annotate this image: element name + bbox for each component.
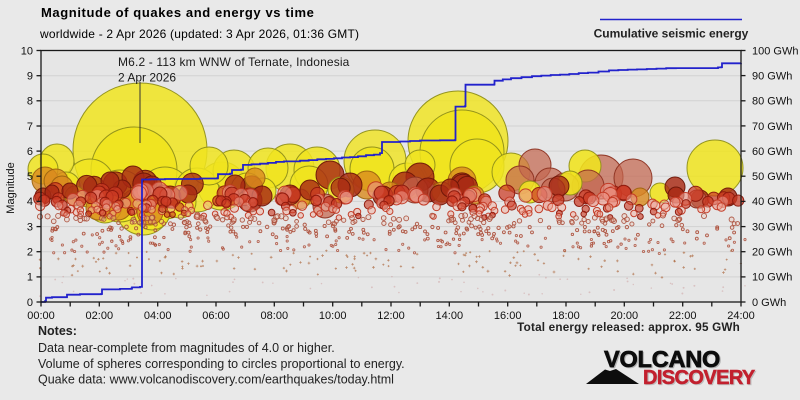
svg-text:Volume of spheres correspondin: Volume of spheres corresponding to circl…: [38, 357, 405, 371]
svg-text:6: 6: [27, 146, 33, 158]
svg-text:10 GWh: 10 GWh: [752, 272, 792, 284]
svg-text:24:00: 24:00: [727, 310, 755, 322]
svg-text:20:00: 20:00: [611, 310, 639, 322]
svg-text:Magnitude of quakes and energy: Magnitude of quakes and energy vs time: [41, 5, 314, 20]
svg-text:DISCOVERY: DISCOVERY: [643, 367, 756, 389]
svg-text:18:00: 18:00: [552, 310, 580, 322]
svg-text:10:00: 10:00: [319, 310, 347, 322]
svg-text:14:00: 14:00: [436, 310, 464, 322]
svg-text:20 GWh: 20 GWh: [752, 247, 792, 259]
svg-text:0 GWh: 0 GWh: [752, 297, 786, 309]
svg-text:9: 9: [27, 71, 33, 83]
svg-text:Magnitude: Magnitude: [5, 162, 17, 213]
svg-text:M6.2 - 113 km WNW of Ternate,: M6.2 - 113 km WNW of Ternate, Indonesia: [118, 55, 350, 69]
svg-text:00:00: 00:00: [27, 310, 55, 322]
svg-text:4: 4: [27, 196, 33, 208]
svg-text:1: 1: [27, 272, 33, 284]
svg-text:30 GWh: 30 GWh: [752, 221, 792, 233]
svg-text:7: 7: [27, 121, 33, 133]
svg-text:50 GWh: 50 GWh: [752, 171, 792, 183]
svg-text:60 GWh: 60 GWh: [752, 146, 792, 158]
svg-text:22:00: 22:00: [669, 310, 697, 322]
svg-text:16:00: 16:00: [494, 310, 522, 322]
svg-text:Data near-complete from magnit: Data near-complete from magnitudes of 4.…: [38, 341, 335, 355]
svg-text:70 GWh: 70 GWh: [752, 121, 792, 133]
svg-text:2 Apr 2026: 2 Apr 2026: [118, 71, 176, 85]
svg-text:Quake data: www.volcanodiscove: Quake data: www.volcanodiscovery.com/ear…: [38, 373, 394, 387]
svg-text:5: 5: [27, 171, 33, 183]
svg-text:Notes:: Notes:: [38, 324, 77, 338]
svg-text:40 GWh: 40 GWh: [752, 196, 792, 208]
svg-text:DISCOVERY: DISCOVERY: [644, 368, 757, 390]
svg-text:8: 8: [27, 96, 33, 108]
svg-text:12:00: 12:00: [377, 310, 405, 322]
svg-text:90 GWh: 90 GWh: [752, 70, 792, 82]
svg-text:06:00: 06:00: [202, 310, 230, 322]
svg-text:worldwide - 2 Apr 2026 (updat: worldwide - 2 Apr 2026 (updated: 3 Apr 2…: [39, 27, 359, 41]
svg-text:10: 10: [21, 45, 33, 57]
svg-text:VOLCANO: VOLCANO: [605, 347, 721, 373]
svg-text:Total energy released: approx.: Total energy released: approx. 95 GWh: [517, 321, 740, 334]
svg-text:08:00: 08:00: [261, 310, 289, 322]
svg-text:02:00: 02:00: [86, 310, 114, 322]
svg-text:04:00: 04:00: [144, 310, 172, 322]
svg-text:VOLCANO: VOLCANO: [604, 346, 720, 372]
svg-text:Cumulative seismic energy: Cumulative seismic energy: [594, 27, 749, 41]
svg-text:0: 0: [27, 297, 33, 309]
svg-text:80 GWh: 80 GWh: [752, 96, 792, 108]
svg-text:100 GWh: 100 GWh: [752, 45, 798, 57]
svg-text:3: 3: [27, 221, 33, 233]
svg-text:2: 2: [27, 247, 33, 259]
